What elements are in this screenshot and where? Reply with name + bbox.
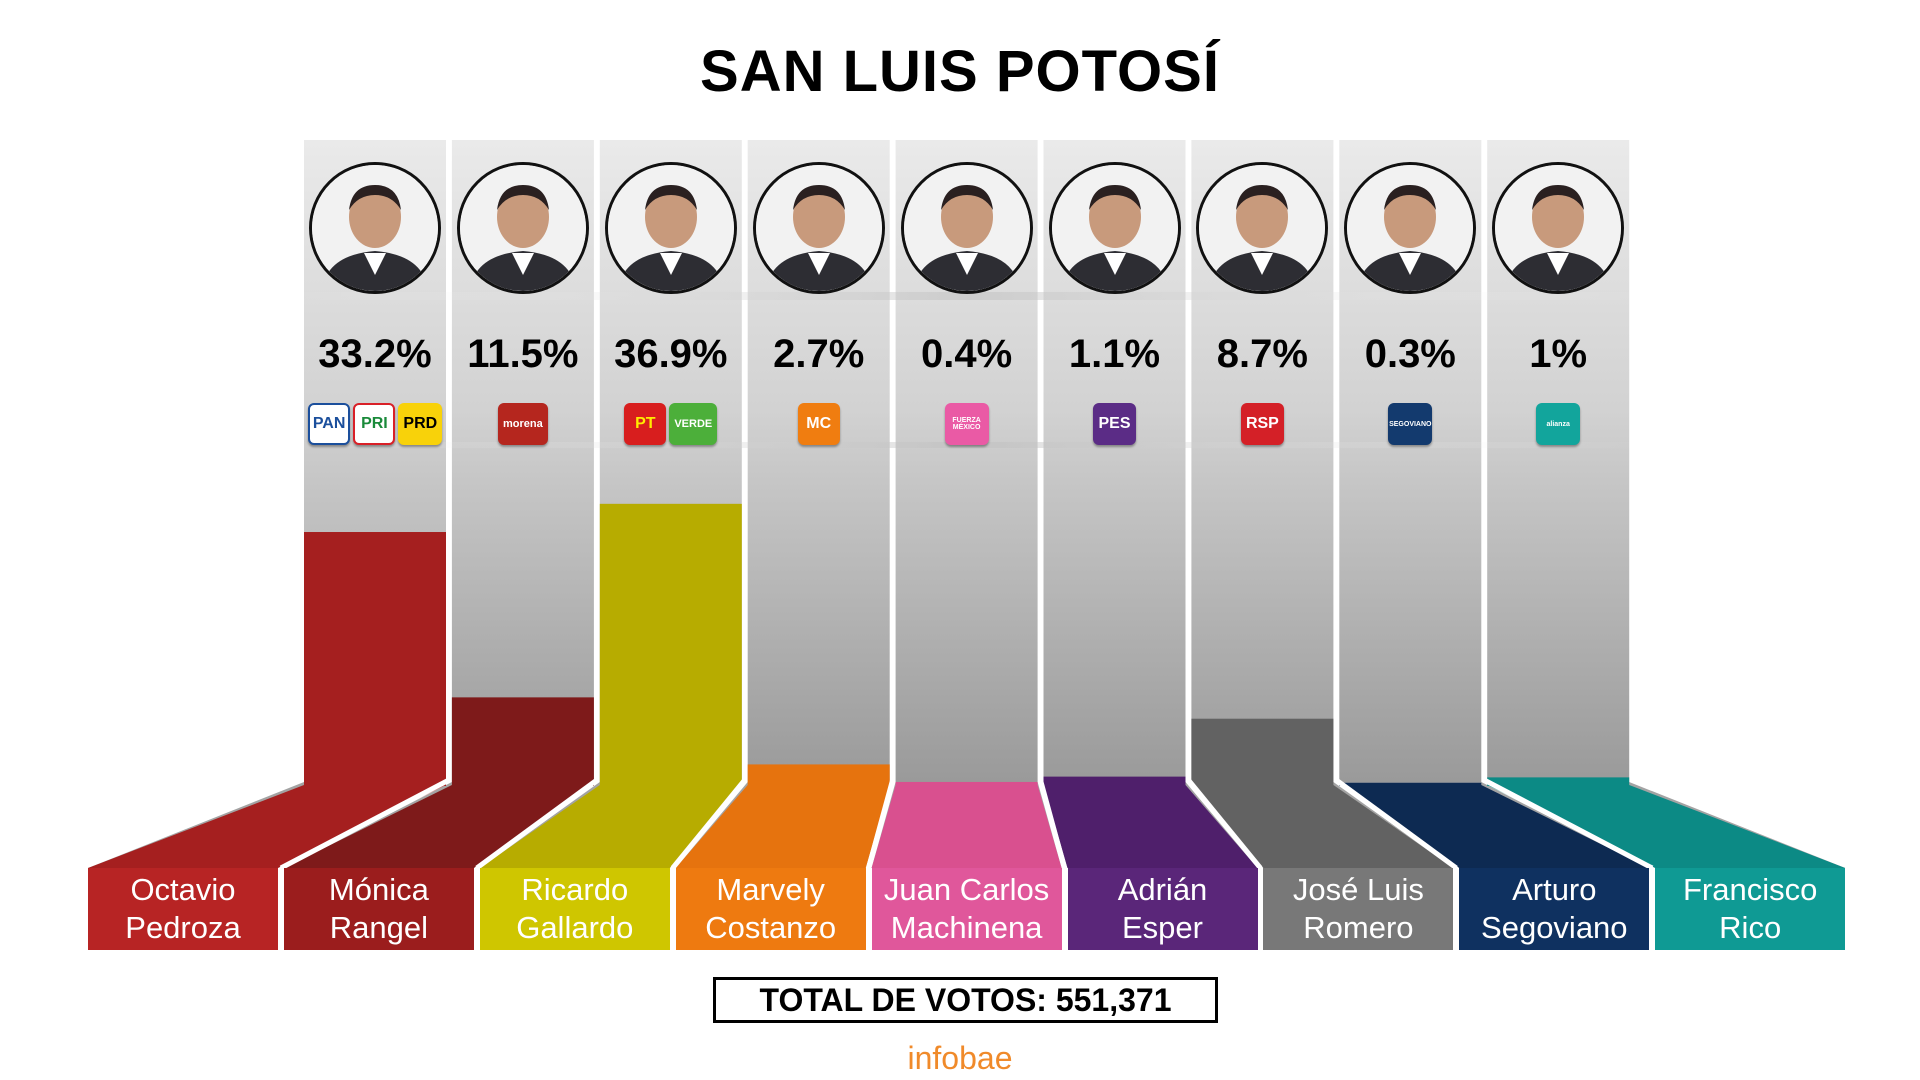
party-logo-icon: SEGOVIANO: [1388, 403, 1433, 445]
party-logos: PES: [1045, 402, 1185, 446]
candidate-photo: [456, 162, 589, 294]
party-logos: MC: [749, 402, 889, 446]
candidate-photo: [1048, 162, 1181, 294]
candidate-first-name: Adrián: [1117, 872, 1208, 907]
connector-separator: [1334, 777, 1458, 871]
vote-percentage-label: 1%: [1529, 332, 1588, 376]
candidate-last-name: Costanzo: [705, 910, 837, 945]
candidate-last-name: Machinena: [890, 910, 1043, 945]
vote-percentage-label: 8.7%: [1216, 332, 1308, 376]
candidate-photo: [1492, 162, 1625, 294]
vote-percentage-label: 36.9%: [614, 332, 728, 376]
vote-bar-base: [871, 785, 1062, 868]
candidate-first-name: Mónica: [328, 872, 429, 907]
candidate-photo: [752, 162, 885, 294]
vote-bar-base: [283, 785, 594, 868]
chart-title: SAN LUIS POTOSÍ: [700, 39, 1220, 104]
vote-percentage-label: 33.2%: [318, 332, 432, 376]
party-logo-icon: PRI: [353, 403, 396, 445]
candidate-photo: [1344, 162, 1477, 294]
party-logo-icon: MC: [797, 403, 840, 445]
vote-bar-base: [1487, 785, 1846, 868]
vote-bar-base: [1339, 785, 1650, 868]
candidate-first-name: Ricardo: [521, 872, 629, 907]
party-logos: morena: [453, 402, 593, 446]
party-logo-icon: RSP: [1240, 403, 1284, 445]
candidate-photo: [309, 162, 441, 294]
candidate-last-name: Gallardo: [516, 910, 634, 945]
vote-bar: [1487, 777, 1630, 786]
connector-separator: [1038, 779, 1067, 869]
candidate-last-name: Esper: [1122, 910, 1203, 945]
candidate-name-box: Arturo Segoviano: [1459, 868, 1650, 950]
candidate-photo: [604, 162, 737, 294]
connector-separator: [475, 777, 599, 871]
candidate-first-name: Francisco: [1683, 872, 1818, 907]
infobae-logo: infobae: [907, 1040, 1013, 1076]
vote-percentage-label: 0.3%: [1364, 332, 1456, 376]
connector-separator: [1483, 777, 1654, 871]
party-logos: FUERZA MÉXICO: [897, 402, 1037, 446]
total-votes-label: TOTAL DE VOTOS: 551,371: [759, 981, 1172, 1018]
connector-separator: [279, 777, 451, 871]
vote-bar: [747, 764, 890, 786]
party-logo-icon: PES: [1093, 403, 1136, 445]
candidate-name-box: José Luis Romero: [1263, 868, 1454, 950]
candidate-name-box: Octavio Pedroza: [88, 868, 278, 950]
party-logo-icon: FUERZA MÉXICO: [944, 403, 989, 445]
candidate-first-name: Juan Carlos: [883, 872, 1050, 907]
candidate-last-name: Rico: [1719, 910, 1782, 945]
candidate-name-box: Juan Carlos Machinena: [871, 868, 1062, 950]
vote-bar: [304, 532, 446, 786]
vote-bar-base: [479, 785, 742, 868]
vote-percentage-label: 2.7%: [773, 332, 865, 376]
vote-bar-base: [1043, 785, 1258, 868]
vote-percentage-label: 1.1%: [1068, 332, 1161, 376]
candidate-first-name: Marvely: [716, 872, 825, 907]
party-logo-icon: PAN: [307, 403, 351, 445]
vote-bar: [599, 503, 742, 786]
vote-bar: [1339, 782, 1482, 786]
candidate-last-name: Romero: [1303, 910, 1414, 945]
party-logo-icon: PRD: [398, 403, 443, 445]
party-logo-icon: alianza: [1536, 403, 1581, 445]
vote-bar: [1043, 776, 1186, 786]
party-logos: PAN PRI PRD: [305, 402, 445, 446]
candidate-last-name: Rangel: [329, 910, 429, 945]
vote-bar-base: [675, 785, 890, 868]
candidate-name-box: Marvely Costanzo: [675, 868, 866, 950]
connector-separator: [670, 778, 747, 870]
candidate-photo: [900, 162, 1033, 294]
logo-shadow: [280, 442, 1660, 448]
candidate-first-name: Arturo: [1512, 872, 1597, 907]
photo-shadow: [280, 292, 1660, 300]
candidate-first-name: Octavio: [130, 872, 236, 907]
party-logo-icon: PT: [624, 403, 667, 445]
candidate-name-box: Mónica Rangel: [283, 868, 474, 950]
party-logos: RSP: [1192, 402, 1332, 446]
candidate-name-box: Francisco Rico: [1655, 868, 1846, 950]
candidate-photo: [1196, 162, 1329, 294]
vote-bar: [895, 781, 1038, 786]
connector-separator: [866, 779, 896, 869]
vote-bar-base: [1191, 785, 1454, 868]
party-logos: SEGOVIANO: [1340, 402, 1480, 446]
party-logo-icon: morena: [498, 403, 548, 445]
vote-bar-base: [88, 785, 446, 868]
party-logos: PT VERDE: [601, 402, 741, 446]
connector-separator: [1186, 778, 1263, 870]
vote-percentage-label: 0.4%: [921, 332, 1013, 376]
candidate-first-name: José Luis: [1292, 872, 1424, 907]
party-logo-icon: VERDE: [669, 403, 718, 445]
candidate-last-name: Segoviano: [1481, 910, 1628, 945]
vote-bar: [451, 697, 594, 786]
total-votes-box: TOTAL DE VOTOS: 551,371: [713, 977, 1218, 1023]
candidate-name-box: Adrián Esper: [1067, 868, 1258, 950]
candidate-last-name: Pedroza: [125, 910, 241, 945]
vote-bar: [1191, 718, 1334, 786]
candidate-name-box: Ricardo Gallardo: [479, 868, 670, 950]
vote-percentage-label: 11.5%: [467, 332, 579, 376]
party-logos: alianza: [1488, 402, 1628, 446]
